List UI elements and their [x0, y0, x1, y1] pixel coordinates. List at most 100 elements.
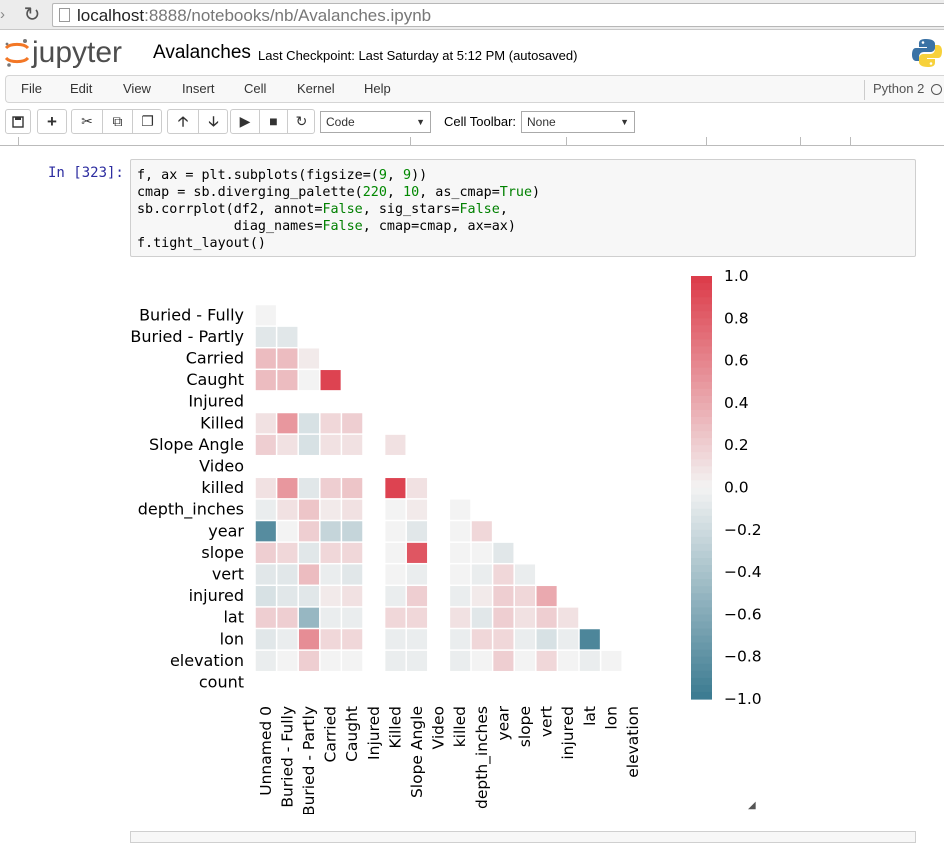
stop-icon[interactable]: ■ — [259, 110, 287, 133]
checkpoint-status: Last Checkpoint: Last Saturday at 5:12 P… — [258, 48, 578, 63]
column-label: slope — [516, 706, 534, 747]
heatmap-cell — [298, 542, 320, 563]
colorbar-segment — [691, 593, 712, 601]
code-line: cmap = sb.diverging_palette(220, 10, as_… — [137, 185, 541, 200]
strip-tick — [800, 137, 801, 145]
heatmap-cell — [471, 542, 492, 563]
notebook-title[interactable]: Avalanches — [153, 42, 251, 63]
heatmap-cell — [536, 629, 557, 650]
colorbar-segment — [691, 325, 712, 333]
colorbar-tick-label: 0.4 — [724, 394, 749, 412]
code-line: f.tight_layout() — [137, 236, 266, 251]
column-label: Buried - Fully — [278, 706, 296, 808]
heatmap-cell — [514, 564, 536, 585]
next-code-cell[interactable] — [130, 831, 916, 843]
heatmap-cell — [255, 499, 276, 520]
heatmap-cell — [558, 629, 579, 650]
restart-icon[interactable]: ↻ — [287, 110, 315, 133]
column-label: killed — [451, 706, 469, 747]
copy-icon[interactable]: ⧉ — [102, 110, 132, 133]
move-down-icon[interactable]: 🡣 — [198, 110, 228, 133]
forward-arrow-icon[interactable]: › — [0, 6, 5, 23]
menu-kernel[interactable]: Kernel — [297, 81, 335, 96]
run-icon[interactable]: ▶ — [239, 113, 251, 129]
menu-edit[interactable]: Edit — [70, 81, 93, 96]
heatmap-cell — [298, 521, 320, 542]
menu-cell[interactable]: Cell — [244, 81, 267, 96]
heatmap-cell — [558, 607, 579, 628]
heatmap-cell — [558, 650, 579, 671]
cell-toolbar-select[interactable]: None ▼ — [521, 111, 635, 133]
menu-file[interactable]: File — [21, 81, 42, 96]
colorbar-segment — [691, 550, 712, 559]
colorbar-segment — [691, 642, 712, 651]
colorbar-segment — [691, 614, 712, 623]
column-label: Killed — [386, 706, 404, 748]
colorbar-segment — [691, 529, 712, 538]
heatmap-cell — [385, 586, 406, 607]
cell-type-select[interactable]: Code ▼ — [320, 111, 431, 133]
heatmap-cell — [385, 650, 406, 671]
move-up-icon[interactable]: 🡡 — [177, 113, 189, 129]
heatmap-cell — [450, 650, 471, 671]
colorbar-segment — [691, 346, 712, 355]
heatmap-cell — [277, 586, 298, 607]
menu-view[interactable]: View — [123, 81, 151, 96]
heatmap-cell — [342, 564, 363, 585]
colorbar-segment — [691, 487, 712, 496]
heatmap-cell — [493, 607, 514, 628]
heatmap-cell — [385, 542, 406, 563]
notebook-toolbar: + ✂ ⧉ ❐ 🡡 🡣 ▶ ■ ↻ Code ▼ Cell Toolbar: No… — [0, 109, 944, 137]
colorbar-segment — [691, 572, 712, 580]
heatmap-cell — [320, 629, 341, 650]
colorbar-segment — [691, 466, 712, 474]
code-editor[interactable]: f, ax = plt.subplots(figsize=(9, 9)) cma… — [130, 159, 916, 257]
row-label: Video — [199, 457, 244, 476]
reload-icon[interactable]: ↻ — [23, 4, 41, 26]
row-label: slope — [201, 543, 244, 562]
heatmap-cell — [406, 629, 428, 650]
heatmap-cell — [277, 542, 298, 563]
colorbar-segment — [691, 438, 712, 446]
heatmap-cell — [298, 586, 320, 607]
chevron-down-icon: ▼ — [620, 117, 629, 127]
heatmap-cell — [277, 564, 298, 585]
heatmap-cell — [255, 370, 276, 391]
cell-toolbar-label: Cell Toolbar: — [444, 114, 517, 129]
heatmap-cell — [255, 629, 276, 650]
strip-tick — [850, 137, 851, 145]
run-button-group: ▶ ■ ↻ — [230, 109, 315, 134]
row-label: lat — [223, 608, 244, 627]
heatmap-cell — [471, 629, 492, 650]
heatmap-cell — [450, 499, 471, 520]
paste-icon[interactable]: ❐ — [132, 110, 162, 133]
row-label: lon — [220, 629, 244, 648]
insert-cell-plus-icon[interactable]: + — [37, 109, 67, 134]
address-bar[interactable]: localhost:8888/notebooks/nb/Avalanches.i… — [52, 3, 944, 27]
heatmap-cell — [320, 478, 341, 499]
heatmap-cell — [277, 499, 298, 520]
colorbar-segment — [691, 543, 712, 552]
heatmap-cell — [493, 650, 514, 671]
column-label: Video — [430, 706, 448, 749]
save-icon[interactable] — [5, 109, 31, 134]
python-logo-icon — [912, 39, 942, 67]
colorbar-segment — [691, 283, 712, 291]
menu-insert[interactable]: Insert — [182, 81, 215, 96]
heatmap-cell — [406, 564, 428, 585]
resize-handle-icon[interactable]: ◢ — [748, 800, 756, 811]
colorbar-segment — [691, 417, 712, 425]
cut-icon[interactable]: ✂ — [81, 113, 93, 129]
jupyter-logo[interactable]: jupyter — [2, 35, 136, 69]
heatmap-cell — [298, 413, 320, 434]
heatmap-cell — [277, 434, 298, 455]
menu-help[interactable]: Help — [364, 81, 391, 96]
heatmap-cell — [320, 370, 341, 391]
colorbar-segment — [691, 621, 712, 630]
strip-tick — [18, 137, 19, 145]
heatmap-cell — [277, 629, 298, 650]
url-text[interactable]: localhost:8888/notebooks/nb/Avalanches.i… — [77, 6, 432, 25]
colorbar-segment — [691, 332, 712, 341]
colorbar-segment — [691, 663, 712, 672]
colorbar-tick-label: −0.4 — [724, 563, 762, 581]
